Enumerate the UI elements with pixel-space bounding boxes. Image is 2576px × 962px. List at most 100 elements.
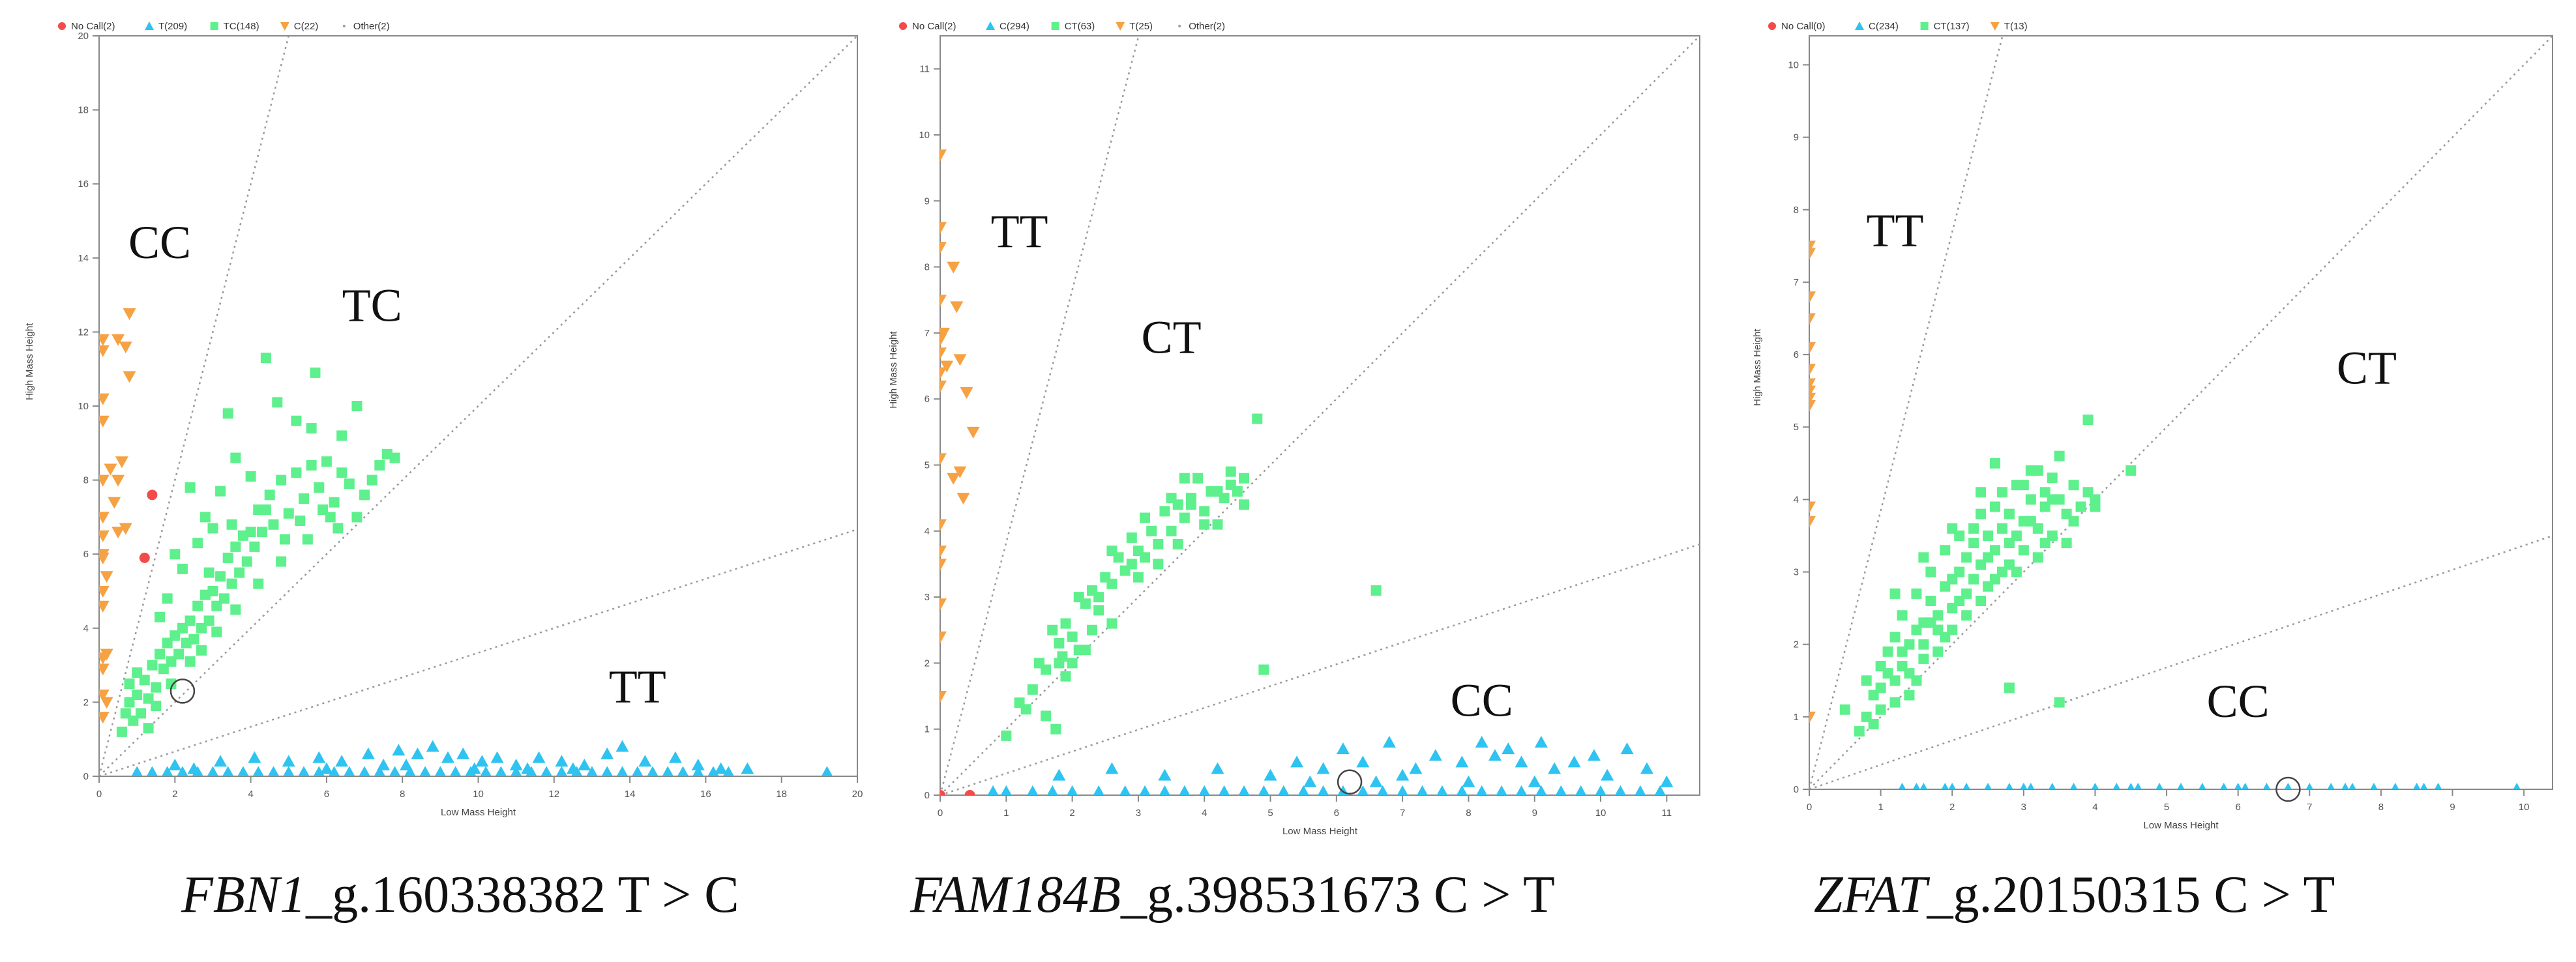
- y-tick-label: 6: [83, 549, 89, 560]
- data-point: [135, 708, 146, 719]
- genotype-region-label: CC: [2207, 675, 2270, 727]
- x-tick-label: 8: [400, 789, 405, 800]
- data-point: [192, 538, 203, 549]
- data-point: [253, 578, 264, 589]
- y-tick-label: 4: [925, 526, 930, 537]
- data-point: [2413, 783, 2421, 789]
- data-point: [1996, 487, 2007, 498]
- data-point: [1000, 785, 1012, 795]
- x-tick-label: 6: [324, 789, 329, 800]
- data-point: [940, 546, 947, 558]
- data-point: [1918, 552, 1929, 563]
- data-point: [1475, 735, 1488, 748]
- legend-marker: [986, 22, 995, 30]
- data-point: [99, 474, 110, 487]
- data-point: [1990, 501, 2000, 512]
- y-tick-label: 14: [78, 253, 89, 264]
- data-point: [1139, 785, 1151, 795]
- data-point: [99, 415, 110, 428]
- data-point: [532, 751, 546, 763]
- genotype-region-label: CC: [1451, 674, 1513, 726]
- data-point: [257, 527, 268, 538]
- data-point: [99, 600, 110, 613]
- data-point: [314, 482, 325, 493]
- data-point: [1996, 523, 2007, 534]
- data-point: [940, 453, 947, 465]
- data-point: [1357, 785, 1369, 795]
- data-point: [214, 755, 228, 767]
- data-point: [1166, 493, 1177, 504]
- data-point: [1567, 755, 1581, 768]
- data-point: [615, 740, 629, 752]
- x-tick-label: 3: [1136, 808, 1141, 819]
- data-point: [155, 649, 166, 660]
- data-point: [2049, 783, 2056, 789]
- data-point: [2125, 465, 2137, 476]
- data-point: [1239, 499, 1249, 510]
- y-tick-label: 8: [1794, 205, 1799, 216]
- data-point: [132, 690, 143, 701]
- chart-panel-fbn1: 0 2 4 6 8 10 12 14 16 18 20 0 2 4 6 8 10 12 14 16 18 20 Low Ma…: [0, 0, 874, 962]
- legend-label: Other(2): [1189, 21, 1225, 32]
- data-point: [1258, 664, 1269, 675]
- data-point: [1212, 486, 1223, 497]
- data-point: [1140, 552, 1151, 563]
- cluster-boundary-line: [99, 528, 857, 776]
- data-point: [966, 426, 980, 439]
- x-tick-label: 4: [248, 789, 253, 800]
- y-tick-label: 3: [925, 592, 930, 603]
- data-point: [1809, 711, 1816, 723]
- data-point: [249, 541, 260, 552]
- data-point: [100, 697, 113, 709]
- data-point: [411, 747, 424, 759]
- caption-gene: ZFAT: [1814, 866, 1927, 924]
- data-point: [1252, 413, 1263, 424]
- data-point: [252, 766, 264, 776]
- data-point: [1976, 487, 1987, 498]
- data-point: [1219, 785, 1230, 795]
- data-point: [123, 371, 136, 383]
- chart-caption: FAM184B_g.398531673 C > T: [910, 866, 1555, 925]
- x-tick-label: 16: [700, 789, 711, 800]
- data-point: [2039, 538, 2050, 549]
- data-point: [509, 758, 523, 770]
- data-point: [1809, 313, 1816, 325]
- legend-item: CT(63): [1051, 21, 1095, 32]
- data-point: [123, 308, 136, 320]
- data-point: [1159, 506, 1170, 517]
- data-point: [940, 360, 954, 373]
- highlight-circle: [1337, 769, 1363, 794]
- data-point: [1911, 675, 1922, 686]
- x-tick-label: 0: [938, 808, 943, 819]
- caption-variant: _g.398531673 C > T: [1120, 866, 1555, 924]
- legend-item: C(234): [1855, 21, 1899, 32]
- data-point: [295, 516, 306, 527]
- x-tick-label: 7: [2307, 802, 2312, 813]
- data-point: [333, 523, 344, 534]
- data-point: [2091, 783, 2099, 789]
- legend-label: C(294): [999, 21, 1029, 32]
- y-tick-label: 0: [925, 790, 930, 801]
- data-point: [1054, 638, 1065, 649]
- data-point: [1146, 525, 1157, 536]
- data-point: [291, 467, 302, 478]
- data-point: [268, 519, 279, 530]
- data-point: [200, 512, 211, 523]
- data-point: [1316, 762, 1330, 774]
- x-tick-label: 0: [96, 789, 102, 800]
- data-point: [1809, 342, 1816, 354]
- data-point: [1199, 506, 1210, 517]
- data-point: [1882, 668, 1893, 679]
- data-point: [1925, 566, 1936, 577]
- y-tick-label: 4: [83, 623, 89, 634]
- data-point: [99, 393, 110, 405]
- data-point: [1429, 749, 1442, 761]
- data-point: [192, 600, 203, 611]
- data-point: [1153, 559, 1164, 570]
- x-tick-label: 14: [625, 789, 636, 800]
- data-point: [207, 523, 218, 534]
- data-point: [389, 452, 400, 463]
- data-point: [299, 493, 310, 504]
- y-tick-label: 2: [83, 697, 89, 708]
- legend-label: No Call(2): [912, 21, 956, 32]
